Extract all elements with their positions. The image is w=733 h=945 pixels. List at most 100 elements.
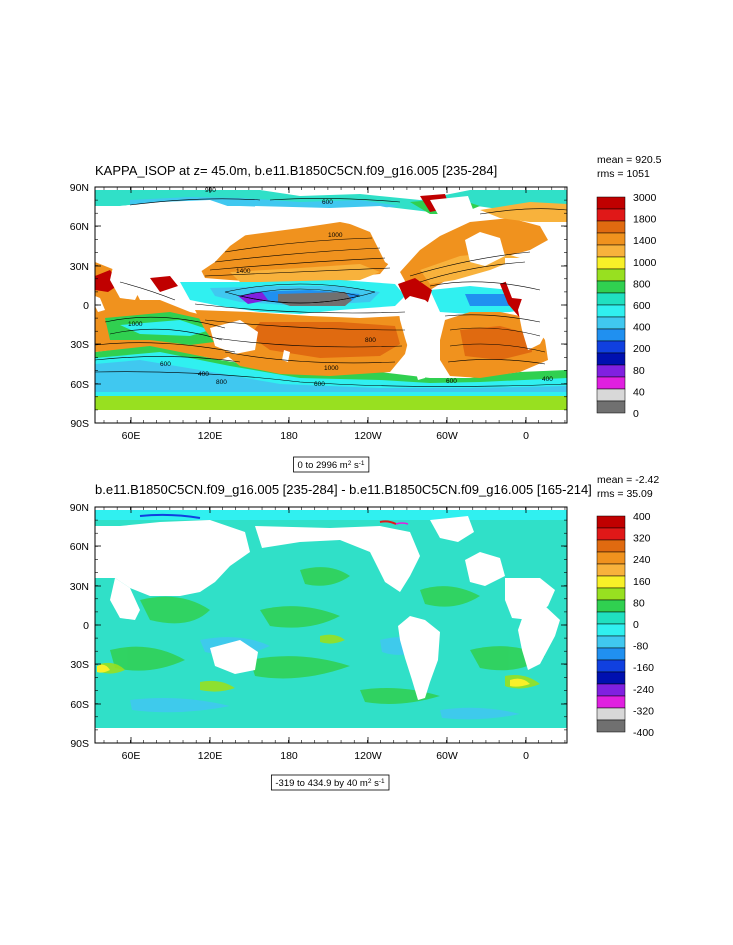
colorbar-box xyxy=(596,611,626,625)
colorbar-box xyxy=(596,539,626,553)
contour-label: 400 xyxy=(542,376,553,383)
colorbar-box xyxy=(596,316,626,330)
colorbar-label: -400 xyxy=(633,727,654,739)
colorbar-box xyxy=(596,527,626,541)
colorbar-box xyxy=(596,340,626,354)
panel-2-map xyxy=(95,507,567,743)
panel-2-axes: 90N 60N 30N 0 30S 60S 90S 60E 120E 180 120W 60W 0 xyxy=(70,502,567,762)
lat-tick-label: 90N xyxy=(70,502,89,514)
colorbar-box xyxy=(596,280,626,294)
lon-tick-label: 120W xyxy=(354,430,382,442)
colorbar-label: 320 xyxy=(633,533,651,545)
lon-tick-label: 180 xyxy=(280,750,298,762)
colorbar-label: 800 xyxy=(633,278,651,290)
contour-label: 1000 xyxy=(328,232,343,239)
colorbar-label: 160 xyxy=(633,576,651,588)
panel-2-rms: rms = 35.09 xyxy=(597,488,653,500)
contour-label: 800 xyxy=(365,337,376,344)
colorbar-label: 0 xyxy=(633,619,639,631)
colorbar-box xyxy=(596,232,626,246)
colorbar-box xyxy=(596,304,626,318)
lon-tick-label: 60W xyxy=(436,750,458,762)
panel-2-title: b.e11.B1850C5CN.f09_g16.005 [235-284] - … xyxy=(95,482,592,497)
panel-2-range-label: -319 to 434.9 by 40 m2 s-1 xyxy=(275,778,385,790)
colorbar-label: 3000 xyxy=(633,192,657,204)
colorbar-label: 40 xyxy=(633,386,645,398)
panel-1-range-box xyxy=(293,456,370,473)
panel-1-title: KAPPA_ISOP at z= 45.0m, b.e11.B1850C5CN.… xyxy=(95,163,497,178)
colorbar-box xyxy=(596,647,626,661)
panel-1-map: 900 600 1000 1400 1000 400 600 800 600 1… xyxy=(95,187,567,423)
colorbar-box xyxy=(596,515,626,529)
contour-label: 1400 xyxy=(236,268,251,275)
lat-tick-label: 60S xyxy=(70,699,89,711)
colorbar-box xyxy=(596,683,626,697)
panel-2-mean: mean = -2.42 xyxy=(597,474,659,486)
lon-tick-label: 0 xyxy=(523,750,529,762)
lat-tick-label: 0 xyxy=(83,620,89,632)
colorbar-label: -160 xyxy=(633,662,654,674)
colorbar-box xyxy=(596,352,626,366)
colorbar-box xyxy=(596,328,626,342)
colorbar-box xyxy=(596,388,626,402)
colorbar-label: 80 xyxy=(633,597,645,609)
lat-tick-label: 30N xyxy=(70,581,89,593)
colorbar-box xyxy=(596,400,626,414)
panel-1-range-label: 0 to 2996 m2 s-1 xyxy=(298,460,365,472)
colorbar-box xyxy=(596,256,626,270)
lat-tick-label: 60N xyxy=(70,221,89,233)
colorbar-box xyxy=(596,635,626,649)
lat-tick-label: 0 xyxy=(83,300,89,312)
lat-tick-label: 30S xyxy=(70,339,89,351)
contour-label: 1000 xyxy=(128,321,143,328)
colorbar-label: -320 xyxy=(633,705,654,717)
panel-1-mean: mean = 920.5 xyxy=(597,154,662,166)
lat-tick-label: 90S xyxy=(70,418,89,430)
contour-label: 600 xyxy=(314,381,325,388)
colorbar-box xyxy=(596,292,626,306)
colorbar-box xyxy=(596,659,626,673)
colorbar-box xyxy=(596,563,626,577)
colorbar-box xyxy=(596,587,626,601)
colorbar-label: 600 xyxy=(633,300,651,312)
lon-tick-label: 60E xyxy=(122,430,141,442)
contour-label: 600 xyxy=(322,199,333,206)
colorbar-label: 1400 xyxy=(633,235,657,247)
contour-label: 900 xyxy=(205,187,216,194)
colorbar-box xyxy=(596,268,626,282)
contour-label: 1000 xyxy=(324,365,339,372)
panel-1-axes: 90N 60N 30N 0 30S 60S 90S 60E 120E 180 120W 60W 0 xyxy=(70,182,567,442)
lon-tick-label: 120W xyxy=(354,750,382,762)
colorbar-box xyxy=(596,551,626,565)
contour-label: 800 xyxy=(216,379,227,386)
panel-2: b.e11.B1850C5CN.f09_g16.005 [235-284] - … xyxy=(70,474,659,791)
colorbar-box xyxy=(596,244,626,258)
colorbar-label: 400 xyxy=(633,511,651,523)
lat-tick-label: 30N xyxy=(70,261,89,273)
colorbar-label: 200 xyxy=(633,343,651,355)
lon-tick-label: 180 xyxy=(280,430,298,442)
colorbar-box xyxy=(596,599,626,613)
lon-tick-label: 120E xyxy=(198,430,223,442)
colorbar-label: 0 xyxy=(633,408,639,420)
colorbar-box xyxy=(596,376,626,390)
lat-tick-label: 90N xyxy=(70,182,89,194)
colorbar-box xyxy=(596,623,626,637)
colorbar-label: 240 xyxy=(633,554,651,566)
colorbar-label: 80 xyxy=(633,365,645,377)
lon-tick-label: 60W xyxy=(436,430,458,442)
colorbar-box xyxy=(596,208,626,222)
colorbar-label: 1000 xyxy=(633,257,657,269)
lon-tick-label: 60E xyxy=(122,750,141,762)
colorbar-box xyxy=(596,220,626,234)
colorbar-box xyxy=(596,575,626,589)
lat-tick-label: 90S xyxy=(70,738,89,750)
contour-label: 600 xyxy=(160,361,171,368)
colorbar-label: 1800 xyxy=(633,214,657,226)
contour-label: 600 xyxy=(446,378,457,385)
lat-tick-label: 30S xyxy=(70,659,89,671)
panel-2-range-box xyxy=(270,774,390,791)
lon-tick-label: 120E xyxy=(198,750,223,762)
